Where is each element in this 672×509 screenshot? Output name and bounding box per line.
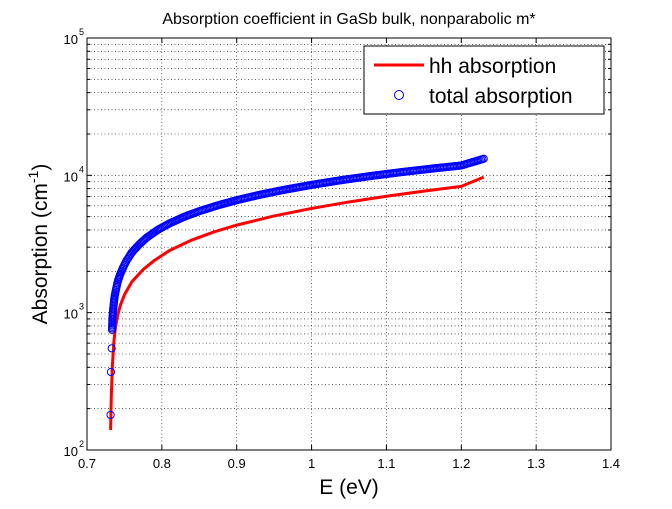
legend-label-hh: hh absorption bbox=[429, 55, 556, 78]
data-point bbox=[106, 410, 115, 420]
y-tick-label-exponent: 5 bbox=[79, 27, 84, 37]
y-axis-label-exponent: -1 bbox=[25, 170, 41, 183]
y-tick-label-base: 10 bbox=[64, 32, 78, 47]
legend-label-total: total absorption bbox=[429, 85, 573, 108]
x-tick-label: 1 bbox=[308, 456, 315, 471]
legend-box bbox=[363, 45, 605, 115]
y-tick-label-base: 10 bbox=[64, 307, 78, 322]
y-tick-label-exponent: 3 bbox=[79, 302, 84, 312]
series-markers-total-absorption bbox=[106, 154, 488, 420]
x-tick-label: 1.4 bbox=[602, 456, 620, 471]
y-tick-label: 10 2 bbox=[64, 439, 84, 459]
data-point bbox=[107, 344, 116, 353]
data-point bbox=[162, 220, 171, 229]
grid bbox=[87, 38, 611, 450]
y-axis-label-group: Absorption (cm-1) bbox=[25, 164, 52, 325]
ticks bbox=[86, 38, 612, 451]
series-line-hh-absorption bbox=[109, 175, 485, 430]
data-point bbox=[106, 367, 116, 377]
data-point bbox=[110, 293, 119, 302]
y-tick-label: 10 4 bbox=[64, 164, 84, 184]
chart-title: Absorption coefficient in GaSb bulk, non… bbox=[162, 11, 535, 28]
axes-box bbox=[86, 37, 612, 451]
data-point bbox=[132, 243, 141, 252]
x-tick-label: 1.2 bbox=[452, 456, 470, 471]
x-tick-label: 1.1 bbox=[377, 456, 395, 471]
y-axis-label-close: ) bbox=[29, 164, 52, 171]
x-tick-label: 0.8 bbox=[153, 456, 171, 471]
series-layer bbox=[106, 154, 488, 430]
y-tick-label: 10 3 bbox=[64, 302, 84, 322]
y-axis-label: Absorption (cm-1) bbox=[25, 164, 52, 325]
y-tick-label-exponent: 2 bbox=[79, 439, 84, 449]
legend: hh absorption total absorption bbox=[363, 45, 605, 115]
y-tick-label-base: 10 bbox=[64, 444, 78, 459]
y-tick-label: 10 5 bbox=[64, 27, 84, 47]
y-tick-label-exponent: 4 bbox=[79, 164, 84, 174]
x-tick-label: 0.7 bbox=[78, 456, 96, 471]
x-tick-label: 1.3 bbox=[527, 456, 545, 471]
x-axis-label: E (eV) bbox=[319, 476, 379, 499]
legend-marker-total bbox=[394, 90, 404, 100]
y-tick-label-base: 10 bbox=[64, 169, 78, 184]
x-tick-label: 0.9 bbox=[228, 456, 246, 471]
data-point bbox=[478, 155, 487, 164]
y-axis-label-text: Absorption (cm bbox=[29, 183, 52, 324]
data-point bbox=[109, 299, 118, 308]
